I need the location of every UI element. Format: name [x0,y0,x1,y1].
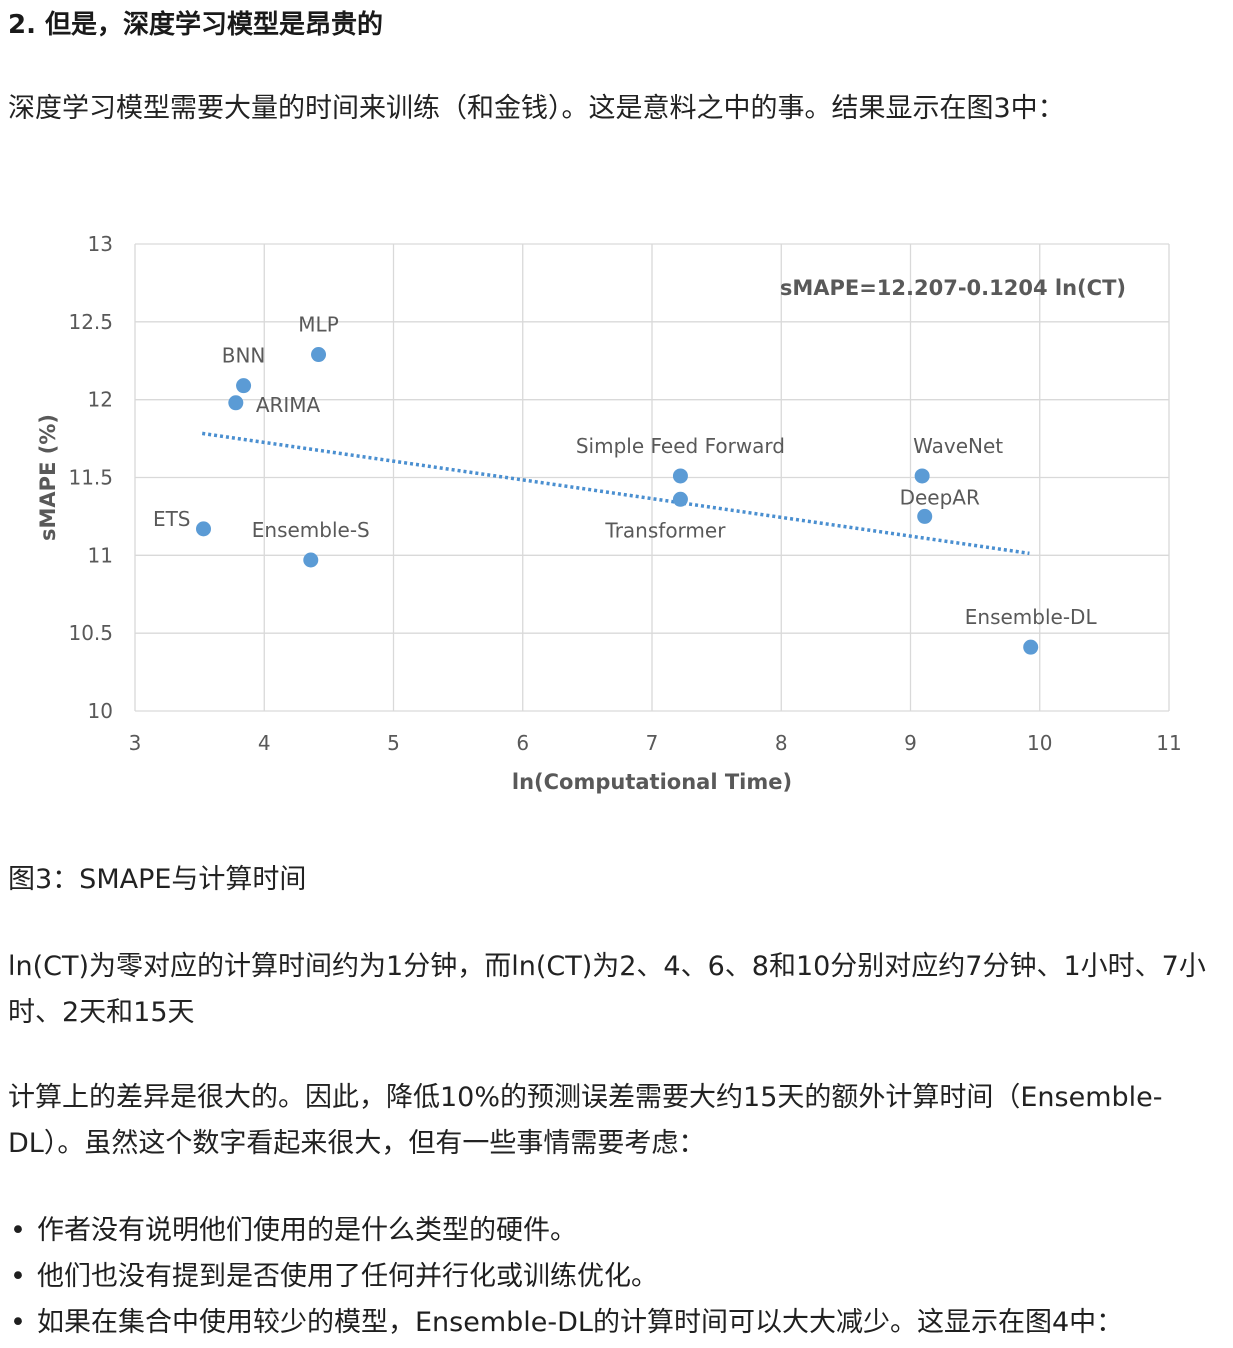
list-item-text: 如果在集合中使用较少的模型，Ensemble-DL的计算时间可以大大减少。这显示… [37,1307,1123,1338]
x-axis-label: ln(Computational Time) [512,770,792,794]
data-point [673,468,688,483]
data-point [917,509,932,524]
x-tick-label: 10 [1027,731,1052,755]
x-tick-label: 4 [258,731,271,755]
smape-vs-computational-time-chart: ln(Computational Time) sMAPE (%) 3 4 5 6 7 8 9… [0,220,1233,820]
y-tick-label: 12 [88,388,113,412]
list-item: • 作者没有说明他们使用的是什么类型的硬件。 [8,1208,1228,1254]
data-point [311,347,326,362]
data-points: MLP BNN ARIMA ETS Ensemble-S Simple Feed Forw… [153,313,1098,655]
paragraph-difference: 计算上的差异是很大的。因此，降低10%的预测误差需要大约15天的额外计算时间（E… [8,1075,1228,1167]
figure-caption: 图3：SMAPE与计算时间 [8,857,1228,903]
list-item-text: 他们也没有提到是否使用了任何并行化或训练优化。 [37,1261,658,1292]
x-tick-label: 11 [1156,731,1181,755]
x-tick-label: 3 [129,731,142,755]
chart-axes: ln(Computational Time) sMAPE (%) 3 4 5 6 7 8 9… [36,232,1182,794]
data-point [303,553,318,568]
data-point-label: BNN [222,344,266,368]
y-tick-label: 12.5 [68,310,113,334]
data-point-label: Ensemble-DL [965,605,1098,629]
data-point [236,378,251,393]
y-tick-label: 11.5 [68,466,113,490]
data-point-label: WaveNet [913,434,1003,458]
data-point-label: MLP [298,313,338,337]
x-tick-label: 6 [516,731,529,755]
data-point [915,468,930,483]
data-point [228,395,243,410]
chart-grid [135,244,1169,711]
data-point [1023,640,1038,655]
bullet-glyph: • [10,1300,26,1346]
x-tick-label: 9 [904,731,917,755]
data-point-label: Transformer [604,518,726,542]
data-point-label: ETS [153,507,191,531]
y-tick-label: 10.5 [68,621,113,645]
section-heading: 2. 但是，深度学习模型是昂贵的 [8,4,383,41]
bullet-glyph: • [10,1254,26,1300]
list-item-text: 作者没有说明他们使用的是什么类型的硬件。 [37,1215,577,1246]
trendline-equation: sMAPE=12.207-0.1204 ln(CT) [780,276,1126,300]
intro-paragraph: 深度学习模型需要大量的时间来训练（和金钱）。这是意料之中的事。结果显示在图3中： [8,86,1228,132]
y-tick-label: 10 [88,699,113,723]
list-item: • 如果在集合中使用较少的模型，Ensemble-DL的计算时间可以大大减少。这显… [8,1300,1228,1346]
data-point [673,492,688,507]
y-tick-label: 11 [88,543,113,567]
paragraph-ln-ct: ln(CT)为零对应的计算时间约为1分钟，而ln(CT)为2、4、6、8和10分… [8,944,1228,1036]
data-point-label: ARIMA [256,393,321,417]
data-point-label: DeepAR [900,485,980,509]
x-tick-label: 8 [775,731,788,755]
list-item: • 他们也没有提到是否使用了任何并行化或训练优化。 [8,1254,1228,1300]
considerations-list: • 作者没有说明他们使用的是什么类型的硬件。 • 他们也没有提到是否使用了任何并行化… [8,1208,1228,1346]
data-point-label: Simple Feed Forward [576,434,785,458]
x-tick-label: 5 [387,731,400,755]
data-point-label: Ensemble-S [252,518,370,542]
bullet-glyph: • [10,1208,26,1254]
x-tick-label: 7 [646,731,659,755]
y-axis-label: sMAPE (%) [36,414,60,541]
data-point [196,521,211,536]
y-tick-label: 13 [88,232,113,256]
